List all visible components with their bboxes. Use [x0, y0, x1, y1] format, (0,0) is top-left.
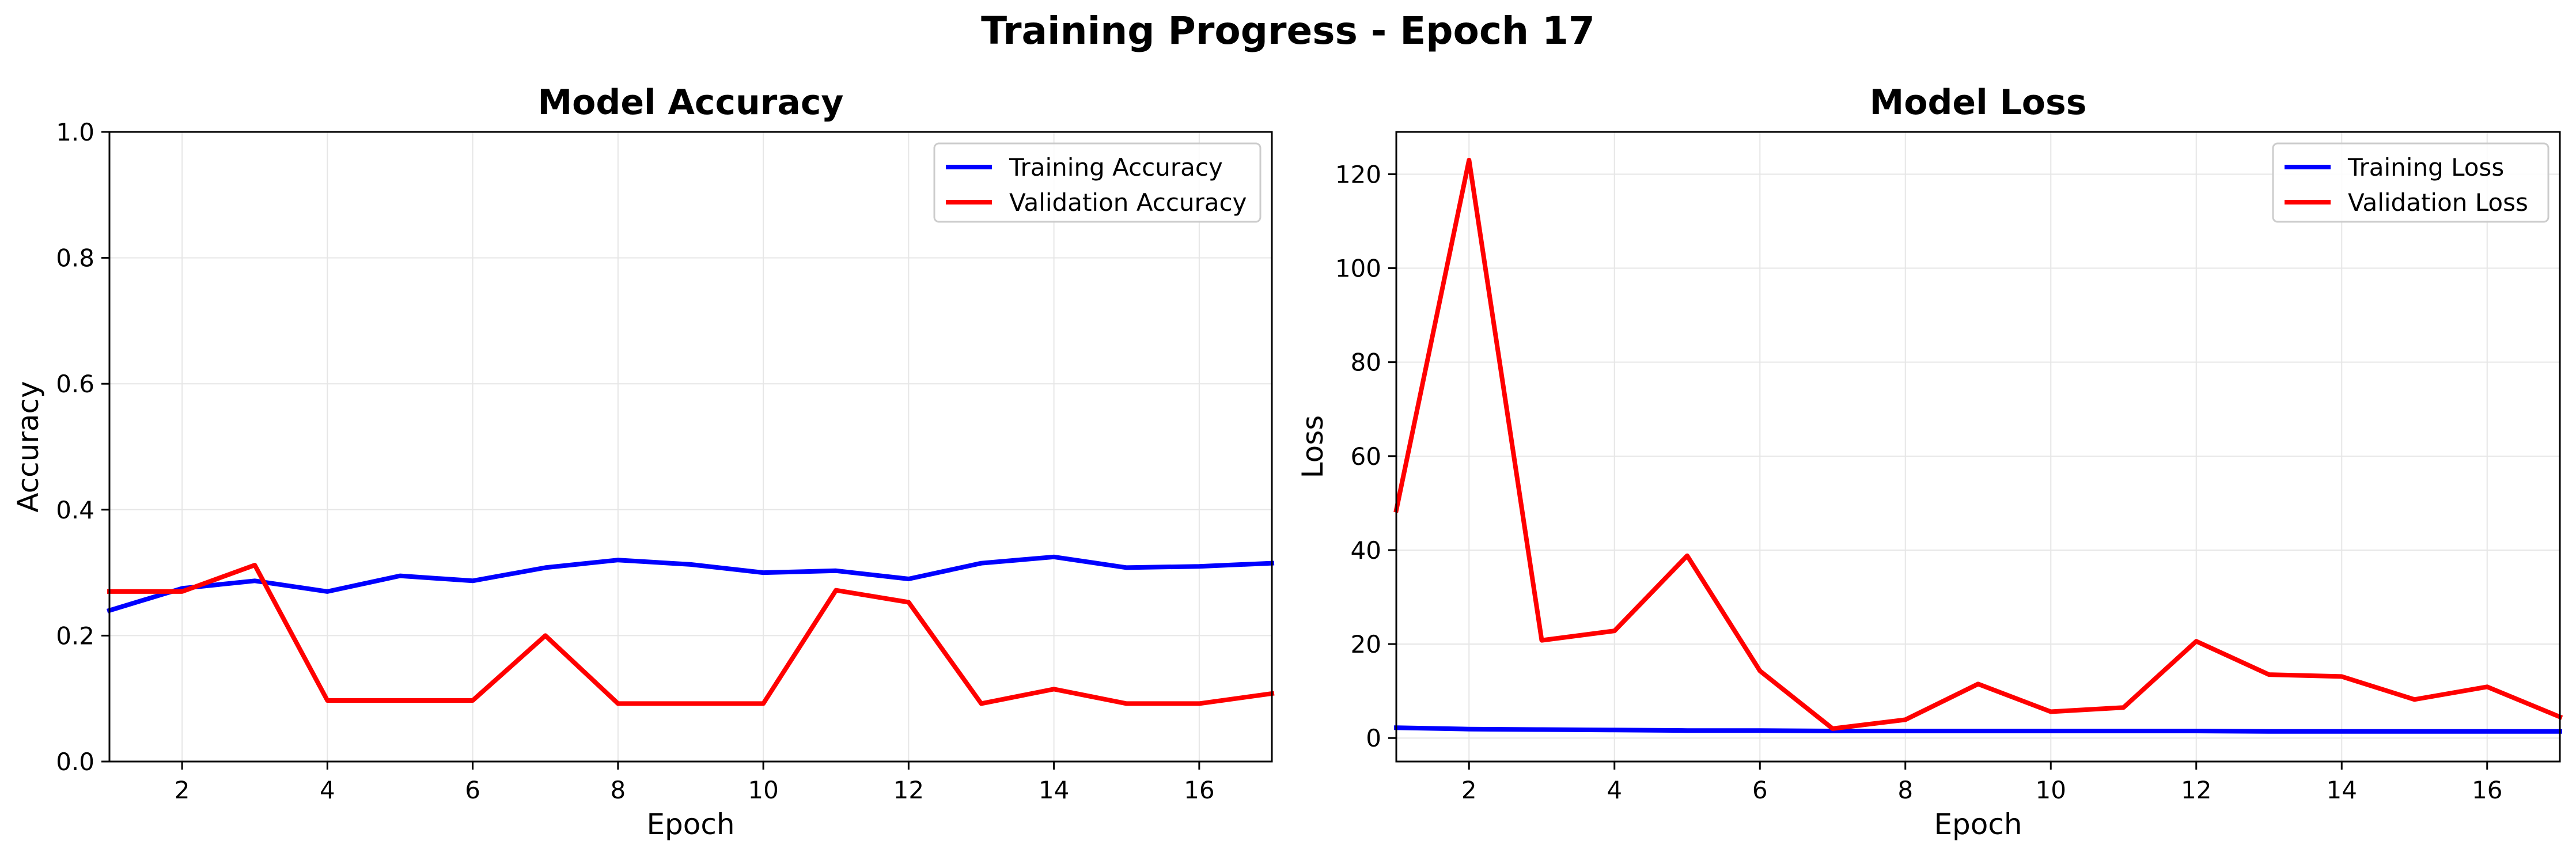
- loss-legend-label-1: Validation Loss: [2348, 188, 2528, 217]
- loss-series-0-line: [1393, 725, 2562, 734]
- loss-chart: 2 4 6 8 10 12 14 16 0 20 40 60 80 100 120 Model Loss Epo…: [1296, 82, 2563, 841]
- accuracy-xtick-label-10: 10: [748, 776, 778, 804]
- accuracy-legend-box: [933, 142, 1262, 223]
- accuracy-x-axis-label: Epoch: [646, 808, 734, 841]
- accuracy-xtick-label-8: 8: [611, 776, 626, 804]
- accuracy-xtick-label-2: 2: [175, 776, 190, 804]
- loss-chart-title: Model Loss: [1870, 82, 2087, 123]
- accuracy-series-1-line: [107, 563, 1275, 706]
- loss-xtick-label-14: 14: [2327, 776, 2357, 804]
- loss-ytick-label-80: 80: [1351, 349, 1381, 377]
- accuracy-xtick-label-4: 4: [320, 776, 335, 804]
- loss-series-1-line: [1393, 157, 2563, 731]
- loss-xtick-label-10: 10: [2036, 776, 2066, 804]
- accuracy-ytick-label-1: 1.0: [56, 118, 94, 146]
- loss-plot-frame: [1395, 131, 2561, 763]
- loss-xtick-label-6: 6: [1752, 776, 1768, 804]
- loss-xtick-label-4: 4: [1607, 776, 1622, 804]
- accuracy-xtick-label-14: 14: [1039, 776, 1069, 804]
- loss-legend: Training Loss Validation Loss: [2272, 142, 2550, 223]
- loss-xtick-label-12: 12: [2181, 776, 2211, 804]
- accuracy-plot-frame: [108, 131, 1273, 763]
- accuracy-xtick-label-16: 16: [1184, 776, 1214, 804]
- accuracy-ytick-label-0.2: 0.2: [56, 622, 94, 650]
- accuracy-series-0-line: [107, 554, 1275, 613]
- loss-ytick-label-20: 20: [1351, 630, 1381, 658]
- loss-legend-box: [2272, 142, 2550, 223]
- accuracy-ytick-label-0.8: 0.8: [56, 244, 94, 272]
- accuracy-y-axis-label: Accuracy: [12, 381, 45, 512]
- accuracy-ytick-label-0.4: 0.4: [56, 496, 94, 524]
- loss-ytick-label-60: 60: [1351, 442, 1381, 471]
- accuracy-ytick-label-0.6: 0.6: [56, 370, 94, 398]
- loss-xtick-label-2: 2: [1461, 776, 1477, 804]
- loss-ytick-label-120: 120: [1335, 160, 1381, 188]
- accuracy-xtick-label-6: 6: [465, 776, 480, 804]
- accuracy-chart-title: Model Accuracy: [537, 82, 843, 123]
- loss-ytick-label-40: 40: [1351, 536, 1381, 565]
- accuracy-legend-label-0: Training Accuracy: [1009, 153, 1223, 181]
- accuracy-ytick-label-0: 0.0: [56, 748, 94, 776]
- accuracy-legend-label-1: Validation Accuracy: [1009, 188, 1247, 217]
- loss-x-axis-label: Epoch: [1934, 808, 2022, 841]
- loss-xtick-label-16: 16: [2472, 776, 2502, 804]
- accuracy-xtick-label-12: 12: [893, 776, 924, 804]
- accuracy-chart: 2 4 6 8 10 12 14 16 0.0 0.2 0.4 0.6 0.8 1.0 Model Accu…: [12, 82, 1275, 841]
- figure-title: Training Progress - Epoch 17: [981, 9, 1595, 53]
- loss-ytick-label-0: 0: [1366, 724, 1381, 752]
- loss-xtick-label-8: 8: [1897, 776, 1913, 804]
- loss-y-axis-label: Loss: [1296, 415, 1329, 479]
- loss-legend-label-0: Training Loss: [2347, 153, 2504, 181]
- loss-ytick-label-100: 100: [1335, 255, 1381, 283]
- accuracy-legend: Training Accuracy Validation Accuracy: [933, 142, 1262, 223]
